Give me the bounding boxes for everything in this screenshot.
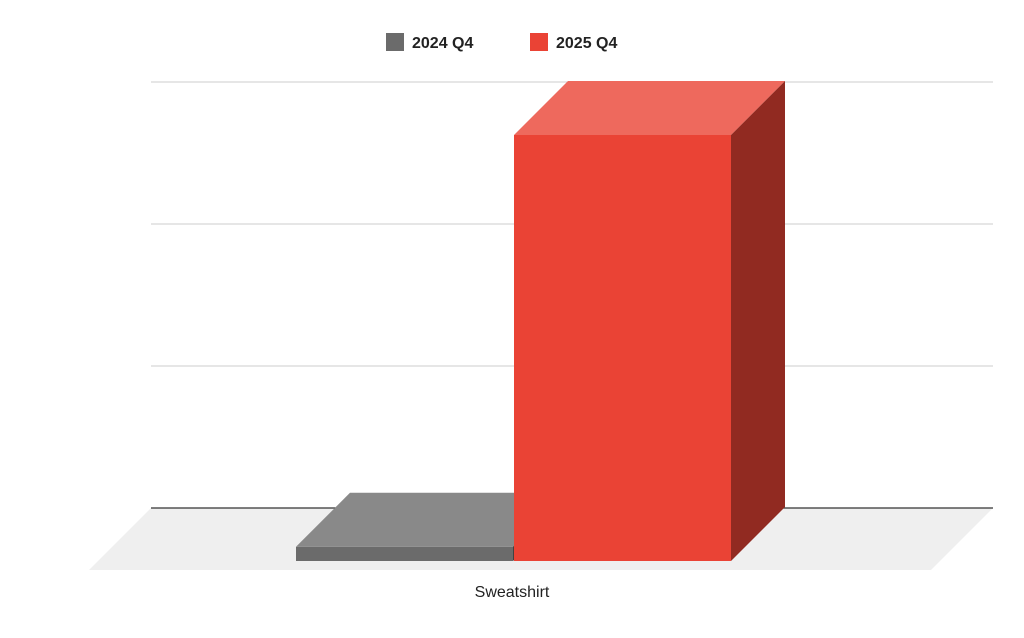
legend-swatch-2 (530, 33, 548, 51)
bar-top-face (296, 492, 567, 547)
bar-side-face (731, 81, 785, 561)
legend: 2024 Q4 2025 Q4 (386, 33, 617, 52)
category-label: Sweatshirt (475, 584, 550, 601)
legend-swatch-1 (386, 33, 404, 51)
bar-2025-q4 (514, 81, 785, 561)
bar-top-face (514, 81, 785, 135)
category-labels: Sweatshirt (475, 584, 550, 601)
bar-front-face (296, 546, 513, 561)
legend-label-2: 2025 Q4 (556, 35, 617, 52)
bars (296, 81, 785, 561)
bar-front-face (514, 135, 731, 561)
legend-label-1: 2024 Q4 (412, 35, 473, 52)
